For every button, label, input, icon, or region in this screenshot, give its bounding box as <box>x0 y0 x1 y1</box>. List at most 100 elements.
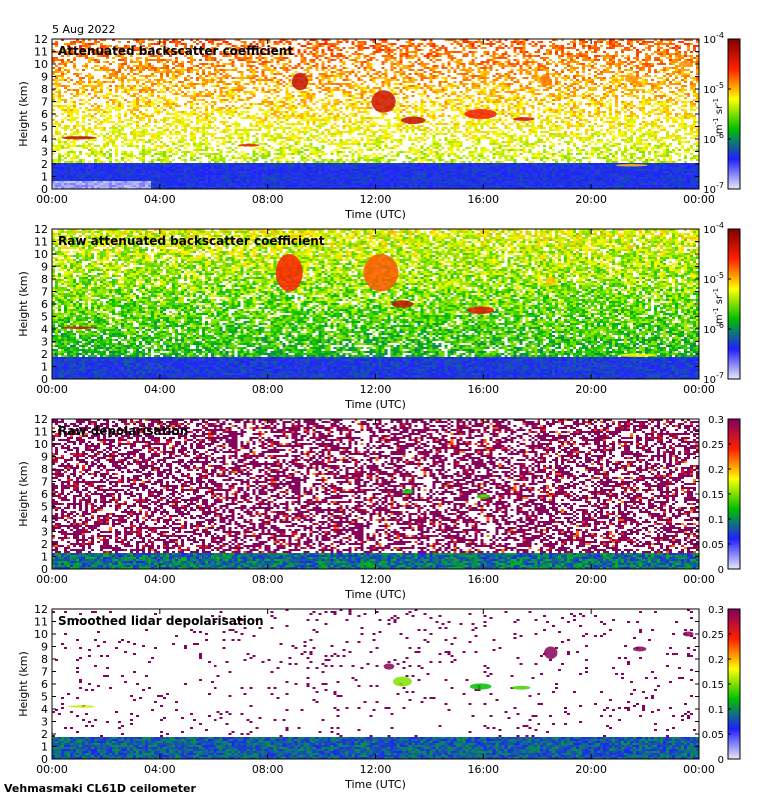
y-tick-label: 0 <box>41 753 48 766</box>
cloud-feature <box>393 676 412 687</box>
cloud-feature <box>275 254 303 292</box>
y-axis-label: Height (km) <box>17 81 30 147</box>
heatmap-field <box>52 229 699 379</box>
x-tick-label: 16:00 <box>467 383 499 396</box>
x-tick-label: 16:00 <box>467 763 499 776</box>
y-tick-label: 6 <box>41 678 48 691</box>
colorbar-tick-label: 0.2 <box>708 655 724 666</box>
colorbar-tick-label: 10-7 <box>703 371 724 386</box>
panel-title: Smoothed lidar depolarisation <box>58 614 264 628</box>
cloud-feature <box>545 276 557 287</box>
y-tick-label: 0 <box>41 183 48 196</box>
x-tick-label: 00:00 <box>683 763 715 776</box>
y-tick-label: 9 <box>41 71 48 84</box>
y-tick-label: 4 <box>41 703 48 716</box>
colorbar-tick-label: 10-7 <box>703 181 724 196</box>
y-tick-label: 12 <box>34 223 48 236</box>
colorbar-tick-label: 0.05 <box>702 540 724 551</box>
x-tick-label: 08:00 <box>252 573 284 586</box>
y-tick-label: 1 <box>41 741 48 754</box>
y-tick-label: 5 <box>41 121 48 134</box>
y-tick-label: 8 <box>41 653 48 666</box>
x-tick-label: 00:00 <box>36 573 68 586</box>
y-tick-label: 3 <box>41 146 48 159</box>
colorbar-tick-label: 0.05 <box>702 730 724 741</box>
x-axis-label: Time (UTC) <box>344 398 406 411</box>
y-tick-label: 12 <box>34 33 48 46</box>
x-tick-label: 20:00 <box>575 193 607 206</box>
cloud-feature <box>543 646 558 659</box>
y-tick-label: 9 <box>41 261 48 274</box>
x-tick-label: 00:00 <box>683 383 715 396</box>
x-tick-label: 16:00 <box>467 193 499 206</box>
colorbar-tick-label: 0.3 <box>708 605 724 616</box>
y-tick-label: 10 <box>34 438 48 451</box>
y-tick-label: 7 <box>41 666 48 679</box>
y-tick-label: 1 <box>41 551 48 564</box>
heatmap-field <box>52 419 699 569</box>
x-tick-label: 00:00 <box>36 383 68 396</box>
x-axis-label: Time (UTC) <box>344 208 406 221</box>
cloud-feature <box>68 705 96 708</box>
cloud-feature <box>238 144 260 147</box>
y-tick-label: 0 <box>41 563 48 576</box>
y-axis-label: Height (km) <box>17 461 30 527</box>
y-axis-label: Height (km) <box>17 651 30 717</box>
x-tick-label: 08:00 <box>252 193 284 206</box>
cloud-feature <box>401 116 426 124</box>
panel-title: Attenuated backscatter coefficient <box>58 44 293 58</box>
cloud-feature <box>402 489 414 494</box>
x-tick-label: 04:00 <box>144 193 176 206</box>
heatmap-field <box>52 39 699 189</box>
y-tick-label: 8 <box>41 83 48 96</box>
x-tick-label: 00:00 <box>683 573 715 586</box>
x-tick-label: 16:00 <box>467 573 499 586</box>
y-tick-label: 0 <box>41 373 48 386</box>
x-tick-label: 12:00 <box>360 573 392 586</box>
panel-title: Raw attenuated backscatter coefficient <box>58 234 325 248</box>
colorbar-tick-label: 0.25 <box>702 630 724 641</box>
cloud-feature <box>391 300 414 308</box>
cloud-feature <box>476 494 491 499</box>
y-tick-label: 2 <box>41 728 48 741</box>
cloud-feature <box>632 646 647 652</box>
x-tick-label: 00:00 <box>36 763 68 776</box>
colorbar-unit: m-1 sr-1 <box>712 98 725 134</box>
cloud-feature <box>678 60 693 68</box>
y-tick-label: 12 <box>34 413 48 426</box>
colorbar-tick-label: 10-5 <box>703 81 724 96</box>
y-tick-label: 1 <box>41 171 48 184</box>
y-tick-label: 3 <box>41 526 48 539</box>
colorbar-unit: m-1 sr-1 <box>712 288 725 324</box>
x-tick-label: 00:00 <box>683 193 715 206</box>
x-tick-label: 08:00 <box>252 383 284 396</box>
colorbar-tick-label: 0.1 <box>708 705 724 716</box>
cloud-feature <box>467 306 495 314</box>
y-tick-label: 7 <box>41 286 48 299</box>
colorbar-tick-label: 0.3 <box>708 415 724 426</box>
y-tick-label: 1 <box>41 361 48 374</box>
y-tick-label: 3 <box>41 336 48 349</box>
y-tick-label: 12 <box>34 603 48 616</box>
cloud-feature <box>61 136 97 140</box>
y-tick-label: 2 <box>41 538 48 551</box>
y-tick-label: 8 <box>41 463 48 476</box>
y-tick-label: 4 <box>41 323 48 336</box>
x-tick-label: 12:00 <box>360 763 392 776</box>
instrument-label: Vehmasmaki CL61D ceilometer <box>4 782 197 795</box>
cloud-feature <box>371 90 396 113</box>
heatmap-field <box>52 609 699 759</box>
y-tick-label: 5 <box>41 501 48 514</box>
y-axis-label: Height (km) <box>17 271 30 337</box>
cloud-feature <box>61 326 97 329</box>
y-tick-label: 6 <box>41 298 48 311</box>
y-tick-label: 2 <box>41 348 48 361</box>
colorbar-tick-label: 10-4 <box>703 221 724 236</box>
x-tick-label: 20:00 <box>575 763 607 776</box>
x-tick-label: 20:00 <box>575 573 607 586</box>
cloud-feature <box>618 353 656 357</box>
